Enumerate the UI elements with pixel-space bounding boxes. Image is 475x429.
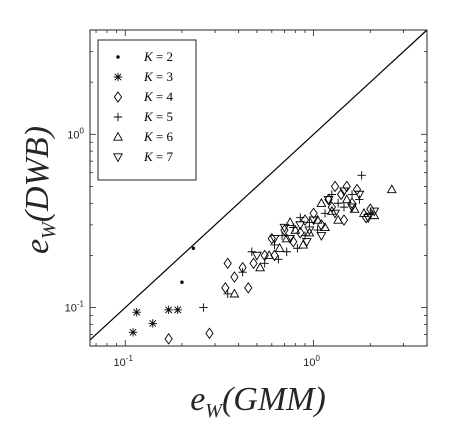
data-point-k6-9: [320, 222, 330, 232]
legend-entry-k7: K = 7: [143, 149, 174, 164]
x-tick-label-0: 10-1: [114, 354, 134, 369]
data-point-k3-2: [148, 319, 157, 328]
data-point-k4-1: [205, 327, 214, 340]
data-point-k6-14: [358, 207, 369, 217]
data-point-k5-17: [347, 190, 357, 199]
data-point-k2-1: [180, 280, 184, 284]
legend-marker-k5: [113, 112, 123, 122]
data-point-k6-8: [312, 214, 323, 224]
plot-frame: [89, 29, 428, 347]
legend-marker-k4: [113, 91, 123, 103]
y-axis-label: eW(DWB): [19, 126, 60, 254]
data-point-k3-1: [132, 308, 141, 317]
data-point-k4-6: [244, 282, 253, 294]
data-point-k7-10: [347, 203, 358, 213]
y-tick-label-0: 10-1: [65, 300, 85, 315]
legend-entry-k4: K = 4: [143, 89, 174, 104]
data-point-k6-2: [264, 250, 275, 260]
data-point-k4-3: [223, 257, 232, 270]
data-point-k7-9: [339, 187, 349, 197]
data-point-k3-0: [128, 328, 138, 337]
legend-box: [97, 39, 197, 181]
data-point-k5-3: [247, 247, 257, 256]
data-point-k6-13: [349, 203, 360, 213]
data-point-k7-12: [363, 214, 374, 224]
data-point-k5-15: [333, 199, 343, 208]
data-point-k6-3: [274, 242, 285, 252]
data-point-k6-6: [298, 239, 309, 249]
legend-marker-k7: [113, 153, 123, 163]
data-point-k6-16: [386, 184, 397, 194]
data-point-k7-8: [330, 209, 341, 219]
data-point-k4-4: [230, 271, 239, 283]
data-point-k6-11: [333, 214, 344, 224]
data-point-k5-1: [223, 289, 232, 299]
data-point-k4-0: [164, 333, 173, 345]
x-axis-label: eW(GMM): [190, 381, 326, 422]
legend-entry-k3: K = 3: [143, 69, 173, 84]
data-point-k7-3: [295, 221, 306, 231]
data-point-k3-3: [164, 305, 173, 315]
data-point-k4-2: [221, 282, 230, 294]
legend: K = 2 K = 3 K = 4 K = 5 K = 6 K = 7: [97, 39, 197, 181]
data-point-k7-2: [285, 235, 296, 244]
data-point-k4-14: [300, 214, 310, 226]
data-point-k5-0: [199, 303, 208, 312]
tick-layer: 10-1 100 10-1 100: [65, 30, 427, 369]
data-point-k7-6: [316, 232, 327, 242]
data-point-k5-22: [296, 213, 305, 222]
data-point-k5-6: [277, 231, 287, 240]
data-point-k6-7: [304, 227, 315, 237]
legend-markers: [113, 55, 123, 163]
data-point-k6-5: [290, 224, 301, 234]
data-point-k4-15: [309, 207, 318, 220]
data-point-k7-0: [251, 251, 262, 261]
data-point-k4-20: [342, 180, 351, 193]
legend-marker-k2: [116, 55, 120, 59]
data-point-k4-12: [289, 235, 298, 248]
legend-entry-k2: K = 2: [143, 49, 173, 64]
data-point-k5-2: [238, 267, 247, 277]
x-tick-label-1: 100: [303, 354, 320, 369]
reference-line-y-equals-x: [89, 29, 428, 341]
data-point-k2-0: [191, 246, 196, 250]
data-point-k4-10: [270, 249, 279, 262]
data-point-k7-13: [369, 207, 380, 217]
data-point-k5-19: [357, 171, 366, 180]
data-point-k4-26: [339, 214, 349, 226]
data-layer: [128, 171, 397, 345]
data-point-k6-17: [285, 217, 296, 227]
y-tick-label-1: 100: [67, 126, 84, 141]
data-point-k5-5: [270, 240, 279, 250]
legend-marker-k6: [113, 131, 123, 141]
legend-entry-k5: K = 5: [143, 109, 173, 124]
data-point-k6-1: [255, 262, 266, 272]
data-point-k7-1: [269, 235, 280, 244]
data-point-k5-4: [260, 259, 269, 268]
data-point-k4-9: [267, 232, 276, 245]
data-point-k6-18: [316, 197, 327, 207]
data-point-k7-15: [304, 226, 315, 236]
data-point-k7-4: [301, 238, 312, 248]
data-point-k4-7: [249, 257, 258, 270]
data-point-k3-4: [173, 305, 182, 315]
data-point-k7-5: [308, 216, 319, 226]
data-point-k6-4: [281, 233, 292, 243]
data-point-k7-11: [354, 190, 365, 200]
data-point-k7-7: [323, 195, 334, 205]
reference-layer: [89, 29, 428, 341]
data-point-k5-16: [339, 202, 349, 212]
data-point-k4-18: [330, 180, 340, 193]
data-point-k7-14: [279, 223, 290, 233]
data-point-k6-0: [229, 288, 240, 298]
data-point-k5-21: [274, 255, 283, 264]
legend-entry-k6: K = 6: [143, 129, 174, 144]
legend-marker-k3: [113, 72, 123, 82]
data-point-k4-21: [347, 197, 357, 210]
data-point-k4-19: [337, 188, 346, 201]
data-point-k6-12: [341, 194, 352, 204]
